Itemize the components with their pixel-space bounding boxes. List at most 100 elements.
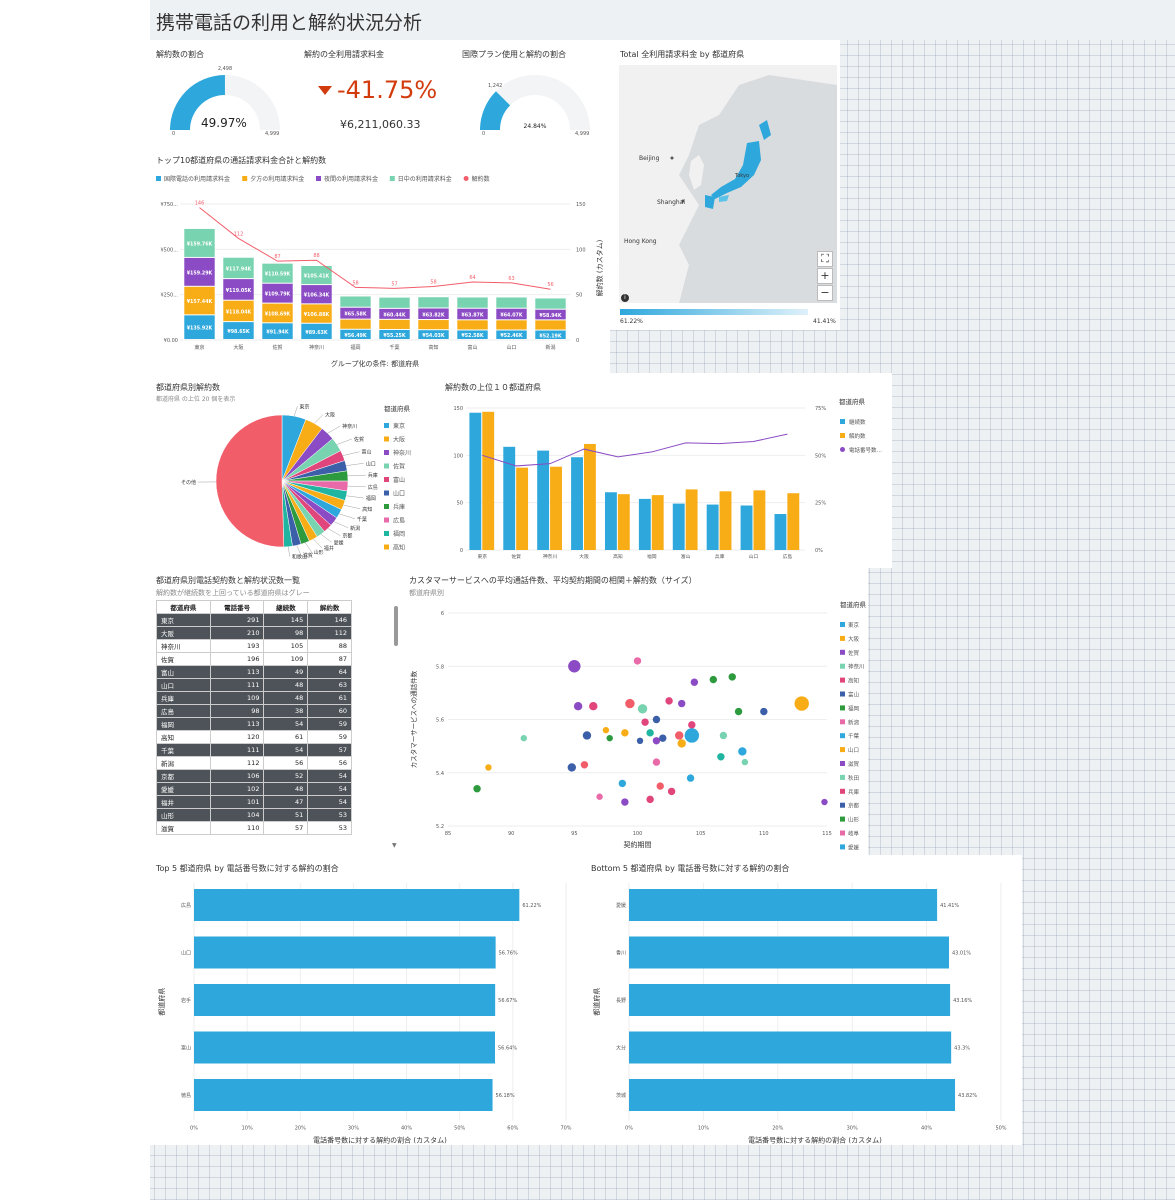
legend-label: 夜間の利用請求料金 bbox=[324, 175, 378, 183]
scatter-point bbox=[636, 737, 644, 744]
zoom-out-button[interactable]: − bbox=[817, 285, 833, 301]
table-cell: 38 bbox=[263, 704, 309, 718]
table-row[interactable]: 福井 101 47 54 bbox=[156, 795, 352, 809]
table-column-header[interactable]: 解約数 bbox=[307, 600, 352, 614]
bottom5-ratio-chart[interactable]: 0% 10% 20% 30% 40% 50% 愛媛 41.41% 香川 43.01% 長野 43.16… bbox=[585, 873, 1020, 1145]
segment-data-label: ¥98.65K bbox=[227, 329, 250, 335]
y2-tick-label: 100 bbox=[576, 247, 586, 253]
table-row[interactable]: 京都 106 52 54 bbox=[156, 769, 352, 783]
table-row[interactable]: 福岡 113 54 59 bbox=[156, 717, 352, 731]
table-row[interactable]: 高知 120 61 59 bbox=[156, 730, 352, 744]
map-title: Total 全利用請求料金 by 都道府県 bbox=[620, 50, 745, 59]
pie-slice-label: 東京 bbox=[299, 403, 309, 410]
table-row[interactable]: 佐賀 196 109 87 bbox=[156, 652, 352, 666]
table-row[interactable]: 千葉 111 54 57 bbox=[156, 743, 352, 757]
table-cell: 53 bbox=[307, 808, 352, 822]
pie-legend-swatch bbox=[384, 463, 389, 469]
table-row[interactable]: 大阪 210 98 112 bbox=[156, 626, 352, 640]
map-view[interactable]: Beijing Shanghai Hong Kong Tokyo ⛶ + − i bbox=[619, 65, 837, 303]
pie-legend-label: 大阪 bbox=[393, 436, 405, 444]
stacked-bar-segment bbox=[496, 330, 527, 339]
legend-label: 電話番号数… bbox=[849, 446, 882, 454]
table-cell: 146 bbox=[307, 613, 352, 627]
bar bbox=[482, 411, 495, 550]
table-row[interactable]: 滋賀 110 57 53 bbox=[156, 821, 352, 835]
y-tick-label: 5.6 bbox=[436, 718, 444, 724]
table-row[interactable]: 山口 111 48 63 bbox=[156, 678, 352, 692]
map-city-label: Hong Kong bbox=[624, 238, 657, 245]
bar bbox=[537, 450, 550, 550]
table-column-header[interactable]: 継続数 bbox=[263, 600, 309, 614]
pie-chart[interactable]: 東京大阪神奈川佐賀富山山口兵庫広島福岡高知千葉新潟京都愛媛福井山形滋賀和歌山その… bbox=[150, 400, 440, 568]
kpi-cancel-ratio-gauge[interactable]: 2,498 0 4,999 bbox=[158, 60, 293, 140]
table-row[interactable]: 兵庫 109 48 61 bbox=[156, 691, 352, 705]
scatter-chart[interactable]: 5.2 5.4 5.6 5.8 6 85 90 95 100 105 110 115 契約期間 カスタマー… bbox=[400, 597, 868, 855]
table-cell: 109 bbox=[263, 652, 309, 666]
pie-slice bbox=[215, 414, 285, 548]
table-cell: 59 bbox=[307, 717, 352, 731]
x-tick-label: 佐賀 bbox=[272, 344, 282, 351]
line-data-label: 57 bbox=[391, 281, 397, 287]
scatter-point bbox=[606, 734, 613, 742]
table-row[interactable]: 富山 113 49 64 bbox=[156, 665, 352, 679]
info-icon[interactable]: i bbox=[621, 294, 629, 302]
kpi-intl-gauge[interactable]: 1,242 0 4,999 24.84% bbox=[468, 60, 603, 140]
legend-label: 大阪 bbox=[848, 635, 860, 643]
table-cell: 102 bbox=[209, 782, 265, 796]
x-tick-label: 兵庫 bbox=[715, 553, 725, 560]
fullscreen-button[interactable]: ⛶ bbox=[817, 251, 833, 267]
table-row[interactable]: 愛媛 102 48 54 bbox=[156, 782, 352, 796]
table-row[interactable]: 神奈川 193 105 88 bbox=[156, 639, 352, 653]
top5-ratio-chart[interactable]: 0% 10% 20% 30% 40% 50% 60% 70% 広島 61.22% 山口 56.76% 岩… bbox=[150, 873, 580, 1145]
gauge-min-label: 0 bbox=[172, 131, 175, 137]
legend-label: 秋田 bbox=[848, 774, 859, 782]
bar-value-label: 43.3% bbox=[954, 1046, 970, 1052]
line-data-label: 88 bbox=[313, 253, 319, 259]
pie-slice-label: 千葉 bbox=[357, 516, 367, 523]
table-cell: 山口 bbox=[156, 678, 211, 692]
mainland-shape bbox=[619, 65, 837, 265]
table-row[interactable]: 東京 291 145 146 bbox=[156, 613, 352, 627]
scroll-down-arrow-icon[interactable]: ▼ bbox=[392, 842, 397, 849]
x-tick-label: 30% bbox=[348, 1126, 359, 1132]
table-row[interactable]: 広島 98 38 60 bbox=[156, 704, 352, 718]
combo-chart[interactable]: 国際電話の利用請求料金 夕方の利用請求料金 夜間の利用請求料金 日中の利用請求料金 解約… bbox=[150, 168, 610, 373]
table-row[interactable]: 新潟 112 56 56 bbox=[156, 756, 352, 770]
scatter-point bbox=[667, 787, 676, 796]
table-column-header[interactable]: 都道府県 bbox=[156, 600, 211, 614]
legend-label: 夕方の利用請求料金 bbox=[250, 175, 304, 183]
top5-title: Top 5 都道府県 by 電話番号数に対する解約の割合 bbox=[156, 864, 339, 873]
scatter-point bbox=[625, 698, 635, 709]
legend-swatch bbox=[840, 663, 845, 669]
down-arrow-icon bbox=[318, 86, 332, 95]
hbar bbox=[194, 1079, 493, 1111]
cancel-top10-chart[interactable]: 0 50 100 150 0% 25% 50% 75% 東京 佐賀 神奈川 大阪 高知 福岡 富山 兵庫 山口 広… bbox=[440, 392, 892, 568]
y2-tick-label: 75% bbox=[815, 406, 826, 412]
stacked-bar-segment bbox=[457, 320, 488, 330]
x-tick-label: 大阪 bbox=[579, 553, 589, 560]
pref-table[interactable]: 都道府県 電話番号 継続数 解約数 東京 291 145 146 大阪 210 98 112 神奈川 1… bbox=[156, 600, 352, 835]
stacked-bar-segment bbox=[379, 329, 410, 339]
x-tick-label: 20% bbox=[295, 1126, 306, 1132]
bar-value-label: 56.76% bbox=[499, 951, 518, 957]
zoom-in-button[interactable]: + bbox=[817, 268, 833, 284]
pie-leader-line bbox=[342, 451, 360, 456]
stacked-bar-segment bbox=[184, 228, 215, 257]
legend-label: 佐賀 bbox=[848, 649, 860, 657]
table-row[interactable]: 山形 104 51 53 bbox=[156, 808, 352, 822]
x-tick-label: 0% bbox=[190, 1126, 198, 1132]
x-axis-title: 契約期間 bbox=[624, 840, 652, 849]
gauge-max-label: 4,999 bbox=[575, 131, 589, 137]
pie-slice-label: 和歌山 bbox=[292, 554, 307, 561]
legend-label: 東京 bbox=[848, 621, 860, 629]
legend-swatch bbox=[242, 176, 248, 181]
y2-tick-label: 0 bbox=[576, 338, 579, 344]
x-axis-title: 電話番号数に対する解約の割合 (カスタム) bbox=[748, 1136, 882, 1145]
y-tick-label: 150 bbox=[453, 406, 463, 412]
table-column-header[interactable]: 電話番号 bbox=[209, 600, 265, 614]
map-legend-max: 41.41% bbox=[813, 318, 836, 325]
legend-swatch bbox=[840, 447, 845, 452]
stacked-bar-segment bbox=[340, 319, 371, 329]
table-scrollbar[interactable] bbox=[394, 606, 398, 646]
bar bbox=[719, 491, 732, 550]
